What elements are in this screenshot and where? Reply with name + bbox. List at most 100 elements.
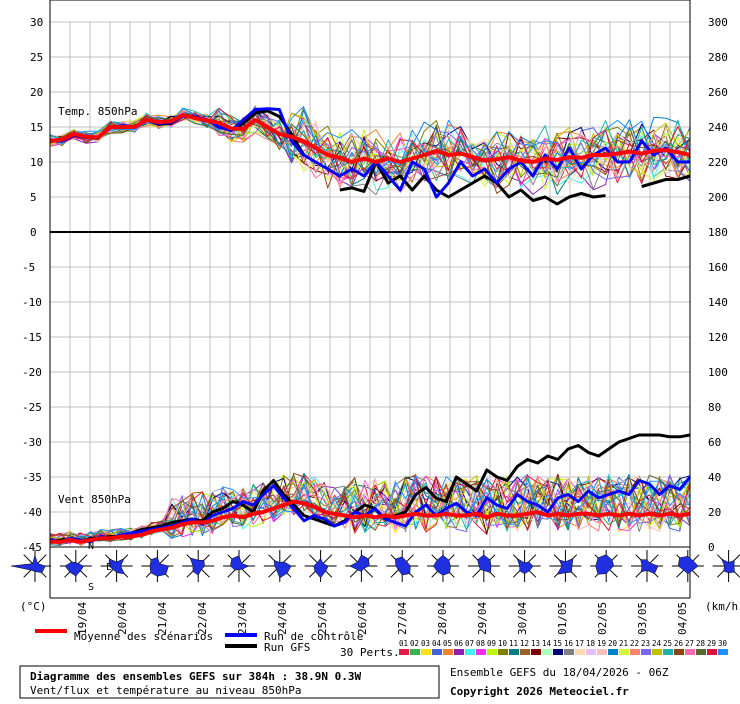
wind-rose xyxy=(386,550,419,582)
pert-color-swatch xyxy=(399,649,409,655)
legend-control-label: Run de contrôle xyxy=(264,630,363,643)
temp-mean-line xyxy=(49,113,691,164)
wind-rose xyxy=(590,550,623,582)
wind-rose xyxy=(182,550,215,582)
pert-color-swatch xyxy=(498,649,508,655)
temp-ytick-right: 280 xyxy=(708,51,728,64)
wind-ytick-left: -45 xyxy=(22,541,42,554)
legend-gfs-label: Run GFS xyxy=(264,641,310,654)
pert-color-swatch xyxy=(641,649,651,655)
pert-number-label: 04 xyxy=(432,639,442,648)
wind-rose xyxy=(631,550,663,582)
pert-color-swatch xyxy=(685,649,695,655)
wind-rose xyxy=(263,550,296,582)
x-date-label: 27/04 xyxy=(396,602,409,635)
pert-number-label: 25 xyxy=(663,639,672,648)
wind-ytick-right: 120 xyxy=(708,331,728,344)
pert-number-label: 11 xyxy=(509,639,518,648)
temp-ytick-left: 20 xyxy=(30,86,43,99)
x-date-label: 25/04 xyxy=(316,602,329,635)
wind-gfs-line xyxy=(49,433,691,544)
wind-rose xyxy=(100,550,133,582)
pert-number-label: 06 xyxy=(454,639,464,648)
pert-color-swatch xyxy=(663,649,673,655)
x-date-label: 01/05 xyxy=(556,602,569,635)
right-unit-label: (km/h) xyxy=(705,600,740,613)
wind-rose-shape xyxy=(349,554,370,573)
pert-color-swatch xyxy=(575,649,585,655)
x-date-label: 26/04 xyxy=(356,602,369,635)
temperature-panel xyxy=(49,21,691,547)
wind-rose xyxy=(304,550,337,582)
temp-ytick-right: 240 xyxy=(708,121,728,134)
wind-rose-shape xyxy=(477,554,492,574)
x-date-label: 21/04 xyxy=(156,602,169,635)
pert-number-label: 09 xyxy=(487,639,496,648)
footer-run: Ensemble GEFS du 18/04/2026 - 06Z xyxy=(450,666,669,679)
wind-rose-shape xyxy=(273,560,292,579)
temp-ytick-left: 30 xyxy=(30,16,43,29)
pert-number-label: 26 xyxy=(674,639,684,648)
wind-rose-strip: NSE xyxy=(10,541,740,599)
pert-number-label: 18 xyxy=(586,639,596,648)
temp-ytick-right: 200 xyxy=(708,191,728,204)
pert-number-label: 10 xyxy=(498,639,508,648)
legend: Moyenne des scénarios Run de contrôle Ru… xyxy=(35,629,728,659)
wind-rose-shape xyxy=(720,558,735,574)
wind-rose-shape xyxy=(149,557,169,577)
pert-number-label: 16 xyxy=(564,639,574,648)
wind-ytick-right: 100 xyxy=(708,366,728,379)
pert-color-swatch xyxy=(586,649,596,655)
pert-number-label: 21 xyxy=(619,639,628,648)
footer-subtitle: Vent/flux et température au niveau 850hP… xyxy=(30,684,302,697)
pert-number-label: 08 xyxy=(476,639,486,648)
pert-number-label: 17 xyxy=(575,639,584,648)
pert-color-swatch xyxy=(432,649,442,655)
temp-ytick-left: 0 xyxy=(30,226,37,239)
pert-number-label: 01 xyxy=(399,639,408,648)
wind-rose-shape xyxy=(64,561,85,577)
wind-rose-shape xyxy=(395,556,411,576)
pert-number-label: 22 xyxy=(630,639,639,648)
pert-color-swatch xyxy=(630,649,640,655)
wind-ytick-left: -35 xyxy=(22,471,42,484)
pert-number-label: 28 xyxy=(696,639,706,648)
temp-ytick-left: 15 xyxy=(30,121,43,134)
wind-rose-shape xyxy=(189,557,206,576)
pert-color-swatch xyxy=(674,649,684,655)
perturbation-legend: 01 02 03 04 05 06 07 08 09 10 11 12 13 14 15 16 17 18 19 20… xyxy=(399,639,728,655)
wind-rose xyxy=(345,550,378,582)
pert-number-label: 03 xyxy=(421,639,430,648)
pert-color-swatch xyxy=(718,649,728,655)
wind-rose-shape xyxy=(230,555,250,571)
pert-color-swatch xyxy=(531,649,541,655)
pert-color-swatch xyxy=(707,649,717,655)
pert-number-label: 30 xyxy=(718,639,728,648)
pert-color-swatch xyxy=(619,649,629,655)
wind-rose-shape xyxy=(516,557,534,575)
pert-number-label: 15 xyxy=(553,639,562,648)
footer-title: Diagramme des ensembles GEFS sur 384h : … xyxy=(30,670,362,683)
rose-label-e: E xyxy=(106,562,112,573)
wind-rose xyxy=(467,550,500,582)
pert-color-swatch xyxy=(542,649,552,655)
x-date-label: 30/04 xyxy=(516,602,529,635)
rose-label-s: S xyxy=(88,582,94,593)
wind-ytick-left: -10 xyxy=(22,296,42,309)
temp-ytick-left: 10 xyxy=(30,156,43,169)
x-date-label: 04/05 xyxy=(676,602,689,635)
wind-rose-shape xyxy=(313,557,329,579)
temp-ytick-left: 5 xyxy=(30,191,37,204)
wind-panel-label: Vent 850hPa xyxy=(58,493,131,506)
wind-rose xyxy=(10,550,51,582)
wind-ytick-right: 140 xyxy=(708,296,728,309)
pert-color-swatch xyxy=(608,649,618,655)
pert-color-swatch xyxy=(564,649,574,655)
pert-color-swatch xyxy=(487,649,497,655)
wind-rose-shape xyxy=(556,557,574,575)
x-date-label: 20/04 xyxy=(116,602,129,635)
pert-color-swatch xyxy=(696,649,706,655)
pert-number-label: 13 xyxy=(531,639,540,648)
wind-ytick-right: 160 xyxy=(708,261,728,274)
